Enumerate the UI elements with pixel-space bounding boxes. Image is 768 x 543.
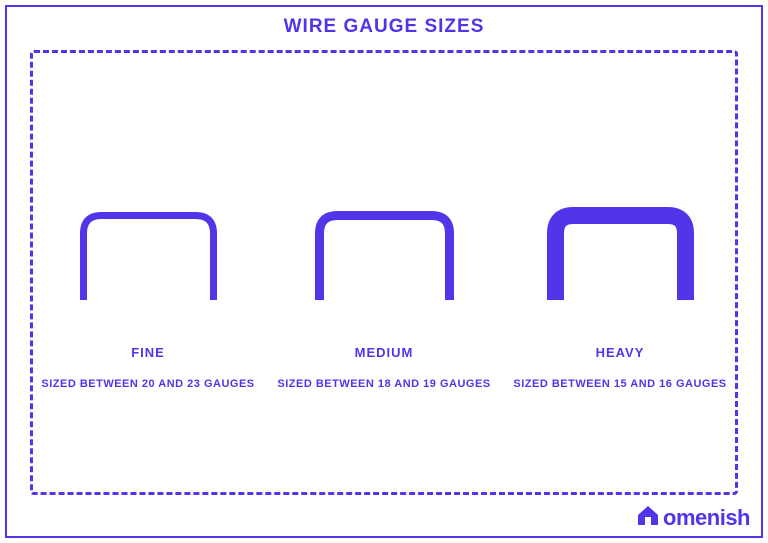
- gauge-label: HEAVY: [596, 345, 645, 360]
- page-title: WIRE GAUGE SIZES: [0, 16, 768, 38]
- staple-icon: [547, 190, 694, 300]
- brand-text: omenish: [663, 505, 750, 531]
- staple-icon: [80, 190, 217, 300]
- gauge-item: MEDIUM SIZED BETWEEN 18 AND 19 GAUGES: [274, 190, 494, 390]
- gauge-description: SIZED BETWEEN 20 AND 23 GAUGES: [41, 378, 254, 390]
- gauge-label: MEDIUM: [355, 345, 414, 360]
- gauge-description: SIZED BETWEEN 18 AND 19 GAUGES: [277, 378, 490, 390]
- gauge-label: FINE: [131, 345, 165, 360]
- brand-logo: omenish: [635, 503, 750, 533]
- items-row: FINE SIZED BETWEEN 20 AND 23 GAUGES MEDI…: [30, 190, 738, 390]
- gauge-description: SIZED BETWEEN 15 AND 16 GAUGES: [513, 378, 726, 390]
- gauge-item: FINE SIZED BETWEEN 20 AND 23 GAUGES: [38, 190, 258, 390]
- house-icon: [635, 503, 661, 533]
- staple-icon: [315, 190, 454, 300]
- gauge-item: HEAVY SIZED BETWEEN 15 AND 16 GAUGES: [510, 190, 730, 390]
